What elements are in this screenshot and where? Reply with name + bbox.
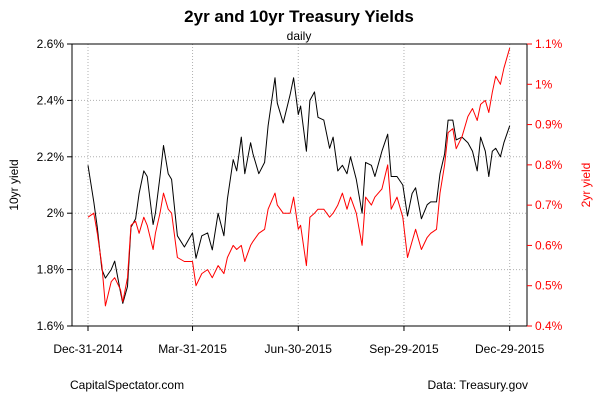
x-tick-label: Dec-29-2015: [475, 342, 545, 356]
right-y-axis: 0.4% 0.5% 0.6% 0.7% 0.8% 0.9% 1% 1.1%: [527, 37, 563, 333]
x-tick-label: Jun-30-2015: [265, 342, 333, 356]
left-tick-label: 2.2%: [37, 150, 65, 164]
series-lines: [87, 47, 511, 307]
right-tick-label: 0.6%: [535, 238, 563, 252]
x-tick-label: Dec-31-2014: [53, 342, 123, 356]
x-tick-label: Sep-29-2015: [369, 342, 439, 356]
series-line-10yr: [87, 77, 511, 304]
right-axis-label: 2yr yield: [579, 163, 593, 208]
right-tick-label: 0.4%: [535, 319, 563, 333]
x-tick-label: Mar-31-2015: [158, 342, 227, 356]
right-tick-label: 0.7%: [535, 198, 563, 212]
left-axis-label: 10yr yield: [7, 159, 21, 210]
footer-source-left: CapitalSpectator.com: [70, 378, 185, 392]
left-tick-label: 2.4%: [37, 93, 65, 107]
right-tick-label: 0.5%: [535, 279, 563, 293]
left-tick-label: 2.6%: [37, 37, 65, 51]
x-axis: Dec-31-2014 Mar-31-2015 Jun-30-2015 Sep-29-…: [53, 326, 545, 356]
chart-subtitle: daily: [287, 29, 312, 43]
right-tick-label: 0.8%: [535, 158, 563, 172]
left-tick-label: 2%: [47, 206, 65, 220]
footer-source-right: Data: Treasury.gov: [427, 378, 529, 392]
chart-title: 2yr and 10yr Treasury Yields: [184, 7, 414, 26]
right-tick-label: 1.1%: [535, 37, 563, 51]
gridlines: [72, 43, 527, 327]
right-tick-label: 1%: [535, 77, 553, 91]
left-tick-label: 1.8%: [37, 263, 65, 277]
left-y-axis: 1.6% 1.8% 2% 2.2% 2.4% 2.6%: [37, 37, 72, 333]
right-tick-label: 0.9%: [535, 118, 563, 132]
plot-frame: [71, 43, 528, 327]
left-tick-label: 1.6%: [37, 319, 65, 333]
series-line-2yr: [87, 47, 511, 307]
